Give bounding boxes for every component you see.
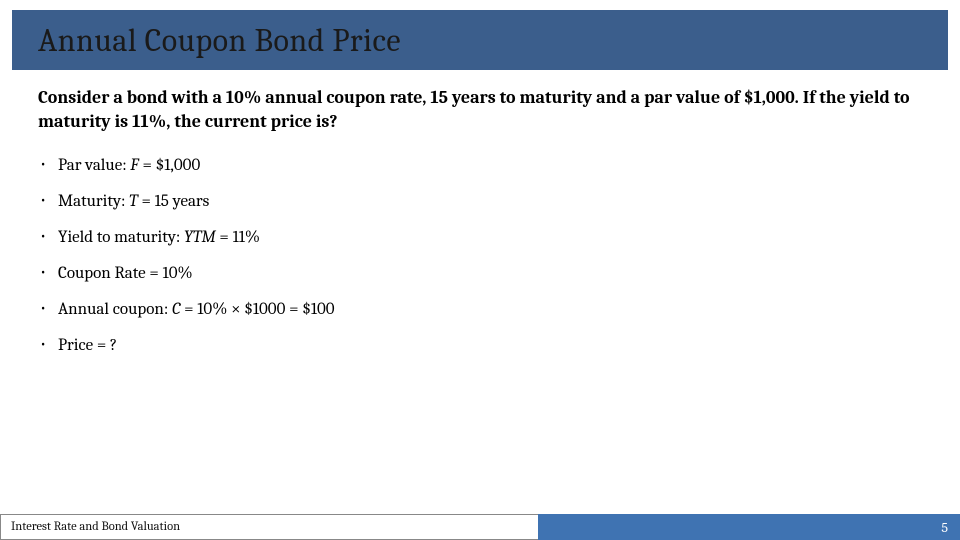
lead-paragraph: Consider a bond with a 10% annual coupon…: [38, 86, 922, 135]
param-var: YTM: [184, 228, 216, 247]
footer: Interest Rate and Bond Valuation 5: [0, 514, 960, 540]
title-bar: Annual Coupon Bond Price: [12, 10, 948, 70]
param-var: C: [172, 300, 180, 319]
param-label: Par value:: [58, 156, 127, 175]
param-price: Price = ?: [38, 335, 922, 357]
page-number: 5: [941, 519, 948, 536]
param-par-value: Par value: F = $1,000: [38, 155, 922, 177]
param-ytm: Yield to maturity: YTM = 11%: [38, 227, 922, 249]
param-annual-coupon: Annual coupon: C = 10% × $1000 = $100: [38, 299, 922, 321]
footer-right: 5: [538, 514, 960, 540]
param-label: Price = ?: [58, 336, 117, 355]
slide: Annual Coupon Bond Price Consider a bond…: [0, 0, 960, 540]
param-eq: = $1,000: [142, 156, 200, 175]
param-label: Annual coupon:: [58, 300, 168, 319]
footer-left: Interest Rate and Bond Valuation: [0, 514, 538, 540]
slide-title: Annual Coupon Bond Price: [38, 22, 401, 59]
param-eq: = 10%: [149, 264, 192, 283]
parameter-list: Par value: F = $1,000 Maturity: T = 15 y…: [38, 155, 922, 358]
param-coupon-rate: Coupon Rate = 10%: [38, 263, 922, 285]
param-eq: = 11%: [219, 228, 260, 247]
param-var: F: [130, 156, 138, 175]
content-area: Consider a bond with a 10% annual coupon…: [38, 86, 922, 371]
param-label: Coupon Rate: [58, 264, 146, 283]
param-eq: = 15 years: [141, 192, 209, 211]
param-var: T: [129, 192, 138, 211]
param-eq: = 10% × $1000 = $100: [184, 300, 334, 319]
param-label: Yield to maturity:: [58, 228, 180, 247]
param-maturity: Maturity: T = 15 years: [38, 191, 922, 213]
param-label: Maturity:: [58, 192, 125, 211]
